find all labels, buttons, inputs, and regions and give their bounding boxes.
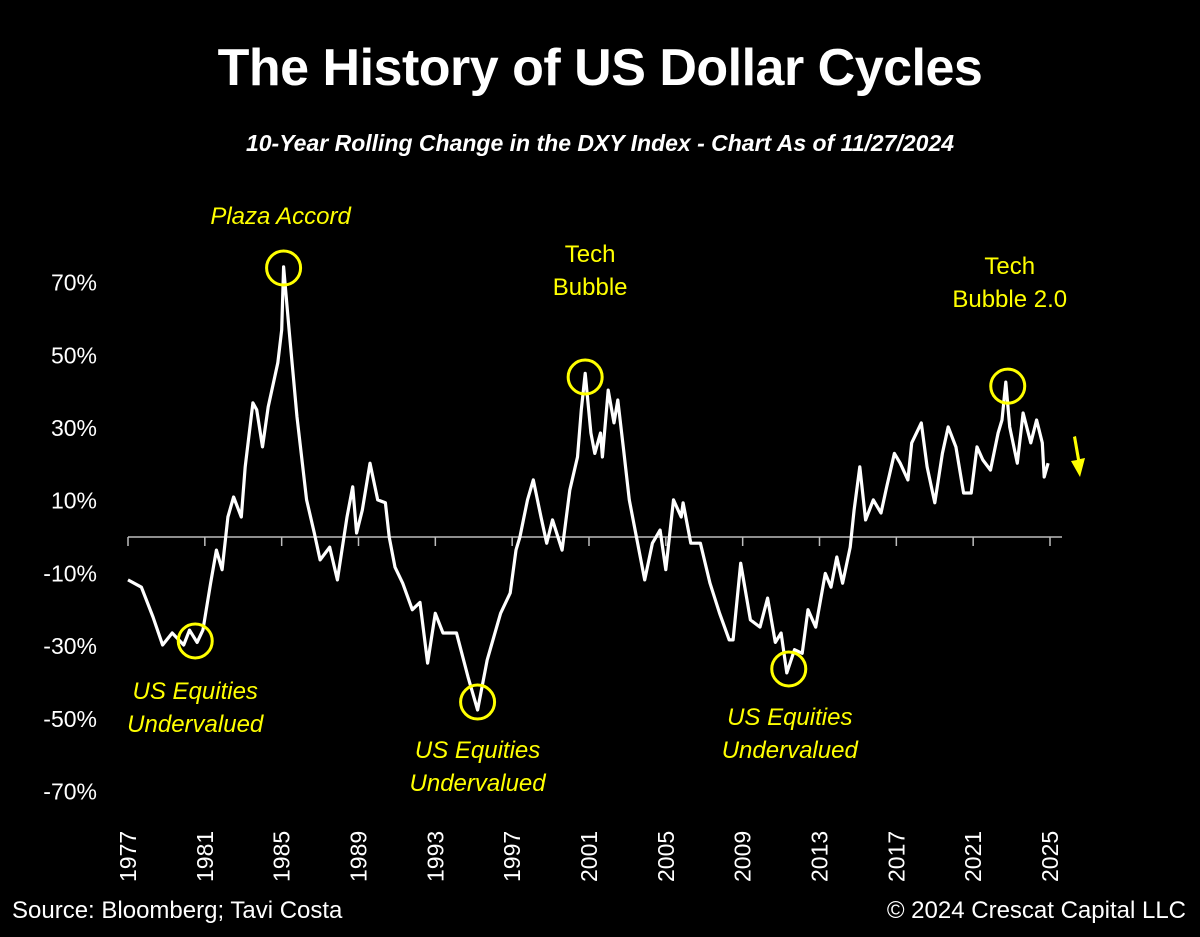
- y-tick-label: 50%: [51, 342, 97, 368]
- y-tick-label: -10%: [43, 560, 97, 586]
- x-tick-label: 2025: [1037, 831, 1063, 882]
- annotation-label: Tech: [984, 253, 1035, 280]
- annotation-label: Plaza Accord: [210, 203, 351, 230]
- down-arrow-icon: [1071, 436, 1085, 477]
- y-tick-label: -30%: [43, 633, 97, 659]
- annotation-label: Undervalued: [127, 711, 264, 738]
- x-tick-label: 1977: [115, 831, 141, 882]
- x-tick-label: 2013: [807, 831, 833, 882]
- y-tick-label: -50%: [43, 706, 97, 732]
- y-tick-label: 30%: [51, 415, 97, 441]
- annotation-label: Bubble 2.0: [952, 286, 1067, 313]
- annotation-circle: [176, 622, 214, 660]
- annotation-circle: [989, 367, 1027, 405]
- annotation-circle: [459, 683, 497, 721]
- y-tick-label: 10%: [51, 488, 97, 514]
- annotation-label: US Equities: [415, 737, 540, 764]
- annotation-label: Undervalued: [722, 737, 859, 764]
- annotation-label: Undervalued: [410, 770, 547, 797]
- annotation-label: Tech: [565, 241, 616, 268]
- x-tick-label: 2005: [653, 831, 679, 882]
- x-tick-label: 1993: [422, 831, 448, 882]
- source-note: Source: Bloomberg; Tavi Costa: [12, 897, 343, 924]
- x-tick-label: 2001: [576, 831, 602, 882]
- annotation-circle: [566, 358, 604, 396]
- annotation-circle: [265, 249, 303, 287]
- dxy-10yr-change-line: [127, 265, 1050, 712]
- y-tick-label: 70%: [51, 270, 97, 296]
- x-tick-label: 2017: [883, 831, 909, 882]
- x-tick-label: 2021: [960, 831, 986, 882]
- annotation-label: US Equities: [133, 678, 258, 705]
- x-tick-label: 1989: [346, 831, 372, 882]
- chart-subtitle: 10-Year Rolling Change in the DXY Index …: [245, 130, 955, 156]
- y-tick-label: -70%: [43, 778, 97, 804]
- chart-title: The History of US Dollar Cycles: [217, 39, 983, 97]
- x-tick-label: 2009: [730, 831, 756, 882]
- copyright-note: © 2024 Crescat Capital LLC: [886, 897, 1186, 924]
- x-tick-label: 1985: [269, 831, 295, 882]
- annotation-circle: [770, 650, 808, 688]
- x-tick-label: 1997: [499, 831, 525, 882]
- x-tick-label: 1981: [192, 831, 218, 882]
- annotation-label: Bubble: [553, 274, 628, 301]
- annotation-label: US Equities: [727, 704, 852, 731]
